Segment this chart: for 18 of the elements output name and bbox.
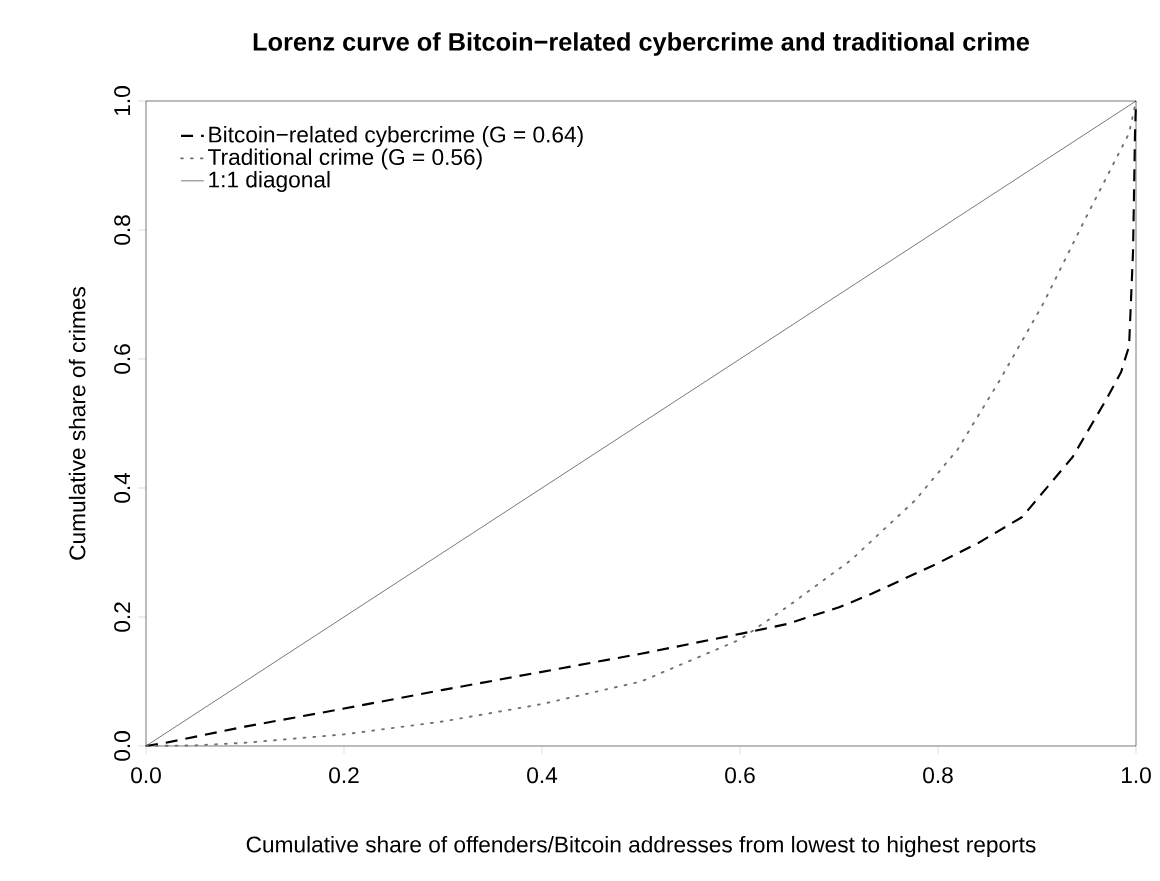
y-tick-label: 0.4 xyxy=(114,472,131,503)
x-tick-label: 0.8 xyxy=(923,767,953,784)
x-tick-label: 0.2 xyxy=(329,767,359,784)
chart-title: Lorenz curve of Bitcoin−related cybercrime and traditional crime xyxy=(253,32,1029,56)
x-tick-label: 0.4 xyxy=(527,767,558,784)
y-axis-title: Cumulative share of crimes xyxy=(68,287,86,560)
legend-label: Traditional crime (G = 0.56) xyxy=(208,148,482,170)
legend-label: Bitcoin−related cybercrime (G = 0.64) xyxy=(209,125,583,148)
legend-label: 1:1 diagonal xyxy=(209,170,330,193)
y-tick-label: 1.0 xyxy=(114,86,131,116)
x-axis-title: Cumulative share of offenders/Bitcoin addresses from lowest to highest reports xyxy=(246,835,1036,858)
y-tick-label: 0.8 xyxy=(114,215,131,245)
x-tick-label: 1.0 xyxy=(1121,767,1151,784)
y-tick-label: 0.6 xyxy=(114,344,131,374)
x-tick-label: 0.0 xyxy=(131,767,161,784)
y-tick-label: 0.0 xyxy=(114,731,131,761)
y-tick-label: 0.2 xyxy=(114,602,131,632)
x-tick-label: 0.6 xyxy=(725,767,755,784)
